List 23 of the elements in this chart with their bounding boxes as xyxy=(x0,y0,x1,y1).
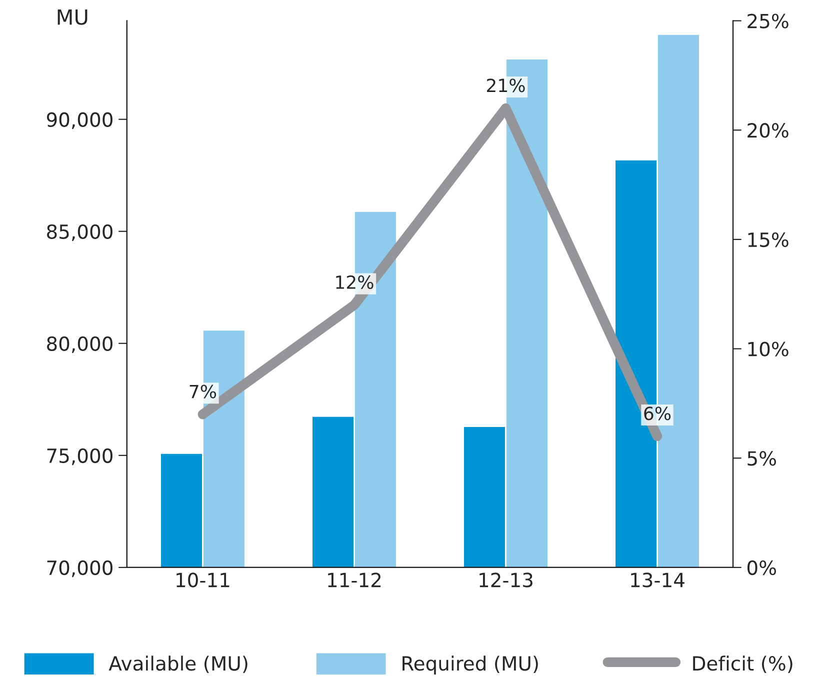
data-label: 7% xyxy=(190,384,216,398)
x-tick-label: 11-12 xyxy=(328,572,381,588)
data-label: 12% xyxy=(336,275,374,290)
y-tick-label: 75,000 xyxy=(47,448,112,466)
legend-label: Deficit (%) xyxy=(693,656,792,674)
x-tick-label: 13-14 xyxy=(631,572,684,588)
y-tick-label: 70,000 xyxy=(47,560,112,578)
y-tick-label: 85,000 xyxy=(47,224,112,242)
y2-tick-label: 15% xyxy=(748,232,788,248)
y2-tick-label: 20% xyxy=(748,123,788,138)
legend-label: Required (MU) xyxy=(402,656,538,674)
y2-tick-label: 10% xyxy=(748,342,788,356)
x-tick-label: 12-13 xyxy=(480,572,532,588)
data-label: 21% xyxy=(486,78,525,92)
y-axis-title: MU xyxy=(58,9,88,25)
y-tick-label: 80,000 xyxy=(47,336,112,354)
y2-tick-label: 5% xyxy=(748,451,776,466)
y2-tick-label: 25% xyxy=(748,14,788,28)
x-tick-label: 10-11 xyxy=(176,572,230,588)
data-label: 6% xyxy=(644,406,671,420)
legend-label: Available (MU) xyxy=(108,656,248,674)
y-tick-label: 90,000 xyxy=(46,112,112,129)
y2-tick-label: 0% xyxy=(747,560,776,576)
